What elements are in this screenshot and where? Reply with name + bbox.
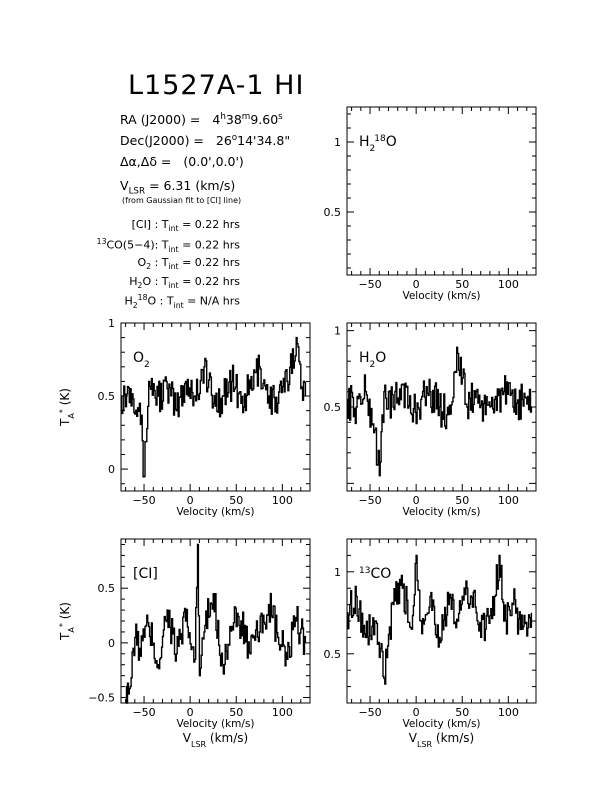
panel-h2o	[346, 322, 537, 492]
x-axis-label: Velocity (km/s)	[402, 290, 480, 302]
y-axis-label: TA* (K)	[58, 602, 76, 641]
panel-o2	[120, 322, 311, 492]
y-tick-label: 0	[108, 637, 115, 650]
ra-hours: 4	[212, 112, 221, 128]
species-label: H218O	[359, 134, 397, 154]
spectrum-line-h2o	[347, 346, 533, 477]
vlsr-line: VLSR = 6.31 (km/s)	[120, 178, 236, 197]
y-tick-label: 1	[108, 317, 115, 330]
tint-h2o: H2O : Tint = 0.22 hrs	[129, 275, 240, 291]
panel-ci	[120, 538, 311, 704]
y-tick-label: −0.5	[88, 692, 115, 705]
tint-h2o-tail: O	[142, 275, 152, 288]
y-tick-label: 0.5	[324, 648, 342, 661]
tint-o2-value: = 0.22 hrs	[182, 256, 240, 269]
x-tick-label: 100	[498, 278, 519, 291]
spectrum-line-13co	[347, 554, 533, 685]
x-tick-label: 50	[455, 494, 469, 507]
ra-label: RA (J2000) =	[120, 112, 201, 128]
dec-degrees: 26	[215, 133, 232, 149]
ra-seconds: 9.60	[250, 112, 279, 128]
spectrum-line-o2	[121, 336, 307, 478]
vlsr-value: = 6.31 (km/s)	[149, 178, 236, 193]
tint-o2-species: O	[137, 256, 147, 269]
dec-line: Dec(J2000) = 26o14'34.8"	[120, 133, 291, 149]
x-tick-label: −50	[358, 494, 381, 507]
species-label: 13CO	[359, 566, 391, 582]
x-tick-label: 50	[229, 706, 243, 719]
y-tick-label: 1	[334, 325, 341, 338]
offset-value: (0.0',0.0')	[183, 154, 244, 169]
tint-ci-species: [CI] :	[131, 218, 159, 231]
y-tick-label: 1	[334, 566, 341, 579]
y-tick-label: 0.5	[98, 582, 116, 595]
x-tick-label: 50	[455, 278, 469, 291]
tint-h218o: H218O : Tint = N/A hrs	[124, 293, 240, 310]
y-tick-label: 0.5	[324, 401, 342, 414]
ra-line: RA (J2000) = 4h38m9.60s	[120, 112, 283, 128]
tint-13co: 13CO(5−4): Tint = 0.22 hrs	[96, 237, 240, 254]
tint-ci: [CI] : Tint = 0.22 hrs	[131, 218, 240, 234]
vlsr-axis-label: VLSR (km/s)	[409, 731, 474, 749]
y-tick-label: 0.5	[98, 390, 116, 403]
tint-13co-value: = 0.22 hrs	[182, 238, 240, 252]
offset-line: Δα,Δδ = (0.0',0.0')	[120, 154, 244, 169]
tint-h218o-species: H	[124, 294, 133, 308]
y-tick-label: 0.5	[324, 206, 342, 219]
x-axis-label: Velocity (km/s)	[176, 718, 254, 730]
dec-rest: 14'34.8"	[237, 133, 291, 149]
x-tick-label: −50	[132, 706, 155, 719]
x-tick-label: 50	[229, 494, 243, 507]
x-tick-label: −50	[358, 706, 381, 719]
spectrum-line-ci	[125, 543, 307, 704]
vlsr-axis-label: VLSR (km/s)	[183, 731, 248, 749]
species-label: H2O	[359, 350, 386, 370]
species-label: O2	[133, 350, 150, 370]
tint-h218o-sub: 2	[132, 300, 138, 310]
page-title: L1527A-1 HI	[128, 70, 305, 101]
panel-13co	[346, 538, 537, 704]
x-tick-label: 0	[413, 494, 420, 507]
y-tick-label: 1	[334, 136, 341, 149]
tint-o2-sub: 2	[146, 262, 152, 272]
tint-13co-species: CO(5−4):	[106, 238, 159, 252]
y-axis-label: TA* (K)	[58, 388, 76, 427]
offset-label: Δα,Δδ =	[120, 154, 172, 169]
x-tick-label: 0	[413, 278, 420, 291]
plot-frame	[120, 322, 311, 492]
tint-h218o-iso: 18	[137, 293, 148, 302]
tint-ci-value: = 0.22 hrs	[182, 218, 240, 231]
tint-h2o-value: = 0.22 hrs	[182, 275, 240, 288]
tint-13co-iso: 13	[96, 237, 107, 246]
x-tick-label: 100	[498, 706, 519, 719]
x-tick-label: 100	[498, 494, 519, 507]
x-tick-label: −50	[358, 278, 381, 291]
x-tick-label: 0	[413, 706, 420, 719]
tint-o2: O2 : Tint = 0.22 hrs	[137, 256, 240, 272]
x-tick-label: 0	[187, 706, 194, 719]
tint-h218o-value: = N/A hrs	[187, 294, 240, 308]
species-label: [CI]	[133, 566, 158, 582]
plot-frame	[346, 106, 537, 276]
x-tick-label: −50	[132, 494, 155, 507]
x-axis-label: Velocity (km/s)	[176, 506, 254, 518]
x-tick-label: 50	[455, 706, 469, 719]
tint-h2o-sub: 2	[137, 281, 143, 291]
tint-h2o-species: H	[129, 275, 138, 288]
panel-h218o	[346, 106, 537, 276]
x-tick-label: 0	[187, 494, 194, 507]
y-tick-label: 0	[108, 463, 115, 476]
x-tick-label: 100	[272, 706, 293, 719]
vlsr-note: (from Gaussian fit to [CI] line)	[122, 196, 242, 205]
x-axis-label: Velocity (km/s)	[402, 718, 480, 730]
ra-minutes: 38	[225, 112, 242, 128]
dec-label: Dec(J2000) =	[120, 133, 204, 149]
x-tick-label: 100	[272, 494, 293, 507]
tint-h218o-tail: O	[147, 294, 157, 308]
x-axis-label: Velocity (km/s)	[402, 506, 480, 518]
